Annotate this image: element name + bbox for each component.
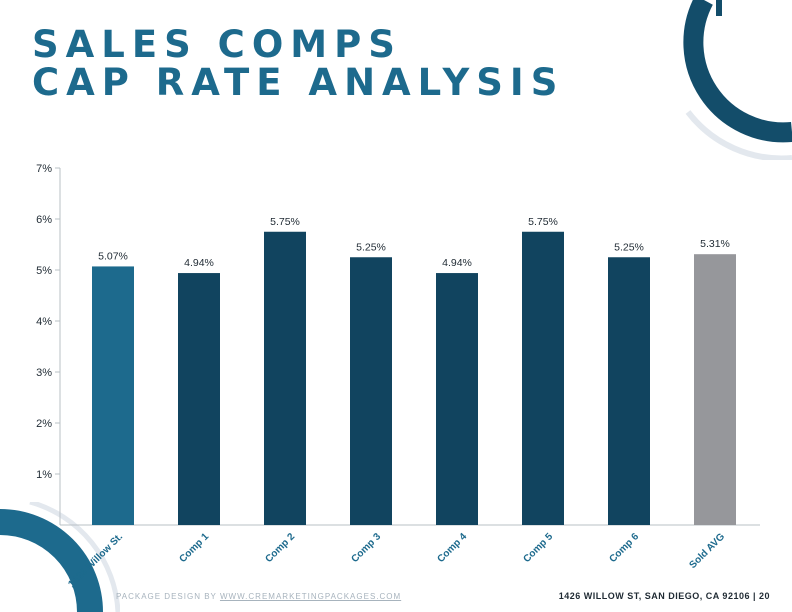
y-tick-label: 5% [36, 265, 52, 277]
footer-credit: PACKAGE DESIGN BY WWW.CREMARKETINGPACKAG… [116, 592, 401, 601]
category-label: Comp 2 [263, 531, 297, 565]
category-label: Comp 4 [435, 531, 469, 565]
bar-value-label: 5.07% [98, 250, 128, 262]
decorative-arc-bottom-left [0, 502, 120, 612]
category-label: Sold AVG [688, 531, 728, 571]
page-title: SALES COMPS CAP RATE ANALYSIS [32, 26, 564, 102]
bar-comp-2 [264, 231, 306, 525]
bar-value-label: 5.25% [356, 241, 386, 253]
y-tick-label: 7% [36, 163, 52, 175]
y-tick-label: 1% [36, 469, 52, 481]
bar-value-label: 5.75% [528, 216, 558, 228]
y-tick-label: 4% [36, 316, 52, 328]
bar-value-label: 5.31% [700, 238, 730, 250]
decorative-arc-top-right [683, 0, 792, 160]
bar-1426-willow-st [92, 266, 134, 525]
footer-credit-prefix: PACKAGE DESIGN BY [116, 592, 217, 601]
footer-credit-link[interactable]: WWW.CREMARKETINGPACKAGES.COM [219, 592, 402, 601]
category-label: Comp 1 [177, 531, 211, 565]
footer-address-page: 1426 WILLOW ST, SAN DIEGO, CA 92106 | 20 [558, 591, 770, 601]
bar-comp-6 [608, 257, 650, 525]
y-tick-label: 6% [36, 214, 52, 226]
bar-sold-avg [694, 254, 736, 525]
bar-value-label: 4.94% [184, 257, 214, 269]
bar-value-label: 5.25% [614, 241, 644, 253]
page-title-line-2: CAP RATE ANALYSIS [32, 61, 565, 104]
bar-comp-3 [350, 257, 392, 525]
bar-comp-1 [178, 273, 220, 525]
bar-value-label: 4.94% [442, 257, 472, 269]
category-label: Comp 6 [607, 531, 641, 565]
y-tick-label: 2% [36, 418, 52, 430]
bar-value-label: 5.75% [270, 216, 300, 228]
category-label: Comp 3 [349, 531, 383, 565]
page-title-line-1: SALES COMPS [32, 23, 402, 66]
bar-comp-4 [436, 273, 478, 525]
category-label: 1426 Willow St. [66, 531, 125, 590]
category-label: Comp 5 [521, 531, 555, 565]
bar-comp-5 [522, 231, 564, 525]
y-tick-label: 3% [36, 367, 52, 379]
